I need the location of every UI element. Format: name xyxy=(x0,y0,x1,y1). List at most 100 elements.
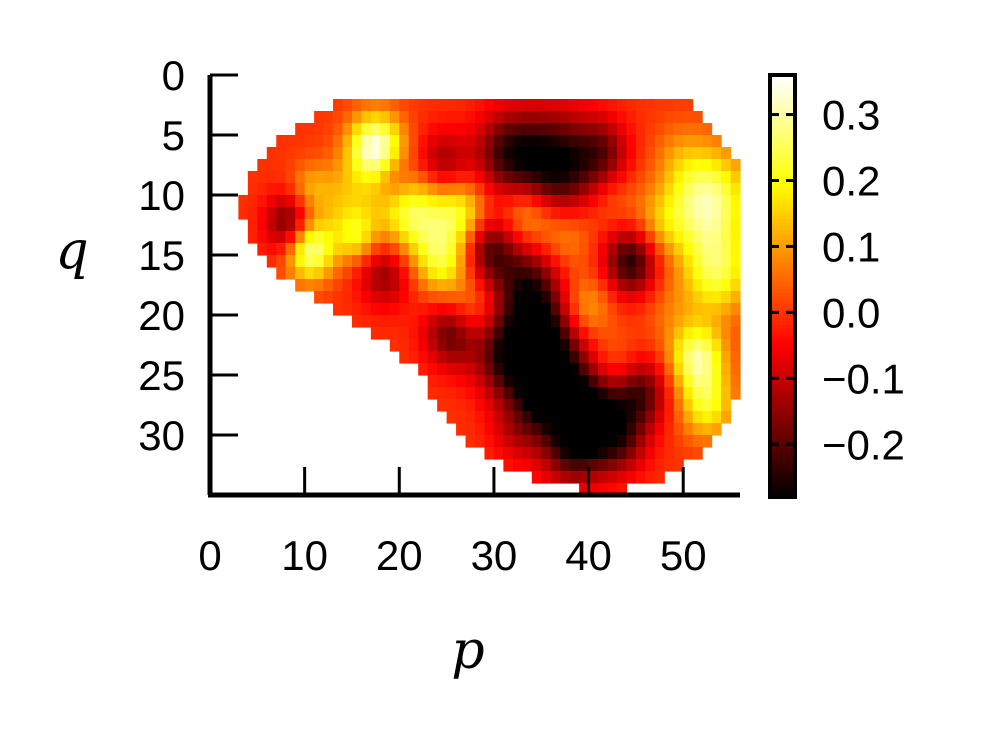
heatmap-cell xyxy=(456,267,467,280)
heatmap-cell xyxy=(370,195,381,208)
heatmap-cell xyxy=(654,399,665,412)
heatmap-cell xyxy=(702,315,713,328)
heatmap-cell xyxy=(598,315,609,328)
heatmap-cell xyxy=(266,171,277,184)
colorbar-segment xyxy=(770,300,795,305)
colorbar-segment xyxy=(770,226,795,231)
heatmap-cell xyxy=(711,387,722,400)
heatmap-cell xyxy=(257,183,268,196)
heatmap-cell xyxy=(560,159,571,172)
heatmap-cell xyxy=(654,171,665,184)
heatmap-cell xyxy=(531,399,542,412)
heatmap-cell xyxy=(503,435,514,448)
heatmap-cell xyxy=(702,303,713,316)
heatmap-cell xyxy=(314,219,325,232)
heatmap-cell xyxy=(692,123,703,136)
heatmap-cell xyxy=(607,387,618,400)
heatmap-cell xyxy=(654,351,665,364)
heatmap-cell xyxy=(493,219,504,232)
heatmap-cell xyxy=(493,363,504,376)
heatmap-cell xyxy=(503,147,514,160)
heatmap-cell xyxy=(607,279,618,292)
heatmap-cell xyxy=(370,243,381,256)
heatmap-cell xyxy=(607,123,618,136)
heatmap-cell xyxy=(588,183,599,196)
heatmap-cell xyxy=(427,267,438,280)
heatmap-cell xyxy=(598,99,609,112)
heatmap-cell xyxy=(266,183,277,196)
heatmap-cell xyxy=(522,111,533,124)
heatmap-cell xyxy=(418,315,429,328)
heatmap-cell xyxy=(323,159,334,172)
heatmap-cell xyxy=(484,327,495,340)
heatmap-cell xyxy=(456,279,467,292)
heatmap-cell xyxy=(493,243,504,256)
heatmap-cell xyxy=(673,111,684,124)
heatmap-cell xyxy=(437,111,448,124)
heatmap-cell xyxy=(626,291,637,304)
heatmap-cell xyxy=(493,123,504,136)
heatmap-cell xyxy=(493,291,504,304)
heatmap-cell xyxy=(626,327,637,340)
heatmap-cell xyxy=(569,303,580,316)
heatmap-cell xyxy=(711,147,722,160)
heatmap-cell xyxy=(380,183,391,196)
heatmap-cell xyxy=(664,147,675,160)
heatmap-cell xyxy=(295,255,306,268)
heatmap-cell xyxy=(493,171,504,184)
heatmap-cell xyxy=(721,327,732,340)
heatmap-cell xyxy=(437,123,448,136)
heatmap-cell xyxy=(598,471,609,484)
heatmap-cell xyxy=(616,147,628,160)
heatmap-cell xyxy=(579,291,590,304)
heatmap-cell xyxy=(446,99,457,112)
colorbar-segment xyxy=(770,384,795,389)
heatmap-cell xyxy=(598,351,609,364)
heatmap-cell xyxy=(531,327,542,340)
colorbar-segment xyxy=(770,412,795,417)
heatmap-cell xyxy=(560,219,571,232)
heatmap-cell xyxy=(683,207,694,220)
heatmap-cell xyxy=(588,411,599,424)
heatmap-cell xyxy=(484,171,495,184)
heatmap-cell xyxy=(541,435,552,448)
colorbar-frame xyxy=(768,73,797,499)
heatmap-cell xyxy=(588,447,599,460)
heatmap-cell xyxy=(323,219,334,232)
heatmap-cell xyxy=(673,267,684,280)
heatmap-cell xyxy=(314,195,325,208)
heatmap-cell xyxy=(342,111,353,124)
heatmap-cell xyxy=(683,111,694,124)
heatmap-cell xyxy=(654,339,665,352)
heatmap-cell xyxy=(266,231,277,244)
heatmap-cell xyxy=(711,195,722,208)
heatmap-cell xyxy=(664,411,675,424)
heatmap-cells xyxy=(238,99,741,496)
heatmap-cell xyxy=(635,339,646,352)
heatmap-cell xyxy=(635,183,646,196)
heatmap-cell xyxy=(465,363,476,376)
heatmap-cell xyxy=(247,195,258,208)
heatmap-cell xyxy=(437,231,448,244)
heatmap-cell xyxy=(654,291,665,304)
heatmap-cell xyxy=(645,99,656,112)
heatmap-cell xyxy=(484,243,495,256)
heatmap-cell xyxy=(683,339,694,352)
heatmap-cell xyxy=(683,387,694,400)
heatmap-cell xyxy=(484,159,495,172)
heatmap-cell xyxy=(531,471,542,484)
heatmap-cell xyxy=(588,219,599,232)
heatmap-cell xyxy=(673,399,684,412)
heatmap-cell xyxy=(512,423,523,436)
heatmap-cell xyxy=(465,351,476,364)
heatmap-cell xyxy=(673,255,684,268)
heatmap-cell xyxy=(493,339,504,352)
heatmap-cell xyxy=(692,447,703,460)
heatmap-cell xyxy=(721,375,732,388)
heatmap-cell xyxy=(579,375,590,388)
heatmap-cell xyxy=(626,135,637,148)
colorbar-tick-label: 0.0 xyxy=(822,289,880,336)
heatmap-cell xyxy=(616,435,628,448)
heatmap-cell xyxy=(323,123,334,136)
heatmap-cell xyxy=(247,183,258,196)
